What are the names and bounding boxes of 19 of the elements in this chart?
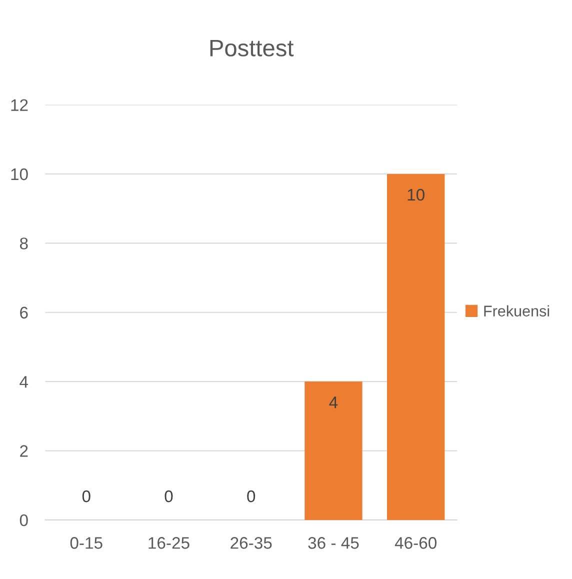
data-label: 0 — [82, 490, 90, 502]
x-tick-label: 26-35 — [230, 537, 272, 549]
data-label: 0 — [247, 490, 256, 502]
data-label: 4 — [329, 396, 338, 408]
data-label: 0 — [164, 490, 173, 502]
y-tick-label: 10 — [11, 168, 28, 180]
y-tick-label: 8 — [20, 238, 28, 250]
y-tick-label: 0 — [20, 514, 28, 526]
y-tick-label: 6 — [20, 306, 28, 319]
y-tick-label: 2 — [20, 445, 28, 457]
x-tick-label: 16-25 — [148, 537, 190, 549]
data-label: 10 — [408, 188, 424, 201]
legend-label: Frekuensi — [484, 305, 550, 316]
chart-title: Posttest — [210, 40, 294, 56]
y-tick-label: 12 — [11, 99, 28, 111]
x-tick-label: 36 - 45 — [308, 537, 359, 549]
x-tick-label: 46-60 — [394, 537, 437, 549]
y-tick-label: 4 — [20, 376, 28, 388]
x-tick-label: 0-15 — [70, 537, 102, 549]
